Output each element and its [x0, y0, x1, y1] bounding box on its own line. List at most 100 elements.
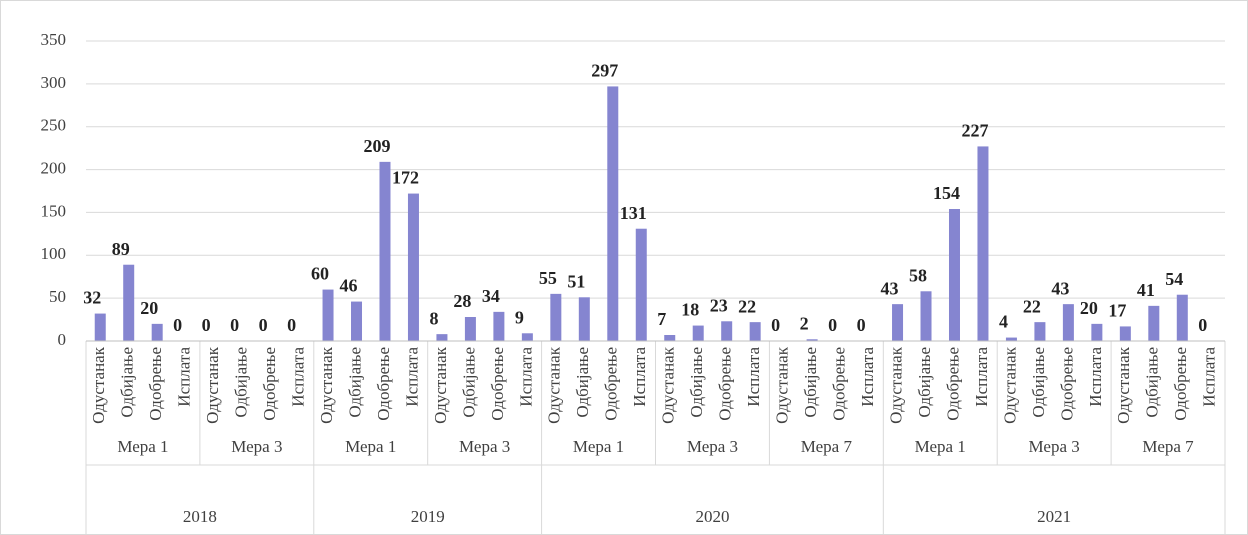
data-label: 227 [961, 121, 988, 141]
x-tick-label: Одустанак [659, 346, 678, 424]
data-label: 34 [482, 286, 500, 306]
bar [322, 289, 334, 341]
bar [1091, 323, 1103, 341]
x-tick-label: Исплата [402, 347, 421, 407]
data-label: 0 [173, 315, 182, 335]
year-label: 2018 [183, 507, 217, 526]
bar [1148, 305, 1160, 341]
bar [379, 161, 391, 341]
data-label: 22 [1023, 296, 1041, 316]
bar [351, 301, 363, 341]
data-label: 43 [1051, 278, 1069, 298]
data-label: 2 [800, 313, 809, 333]
year-label: 2020 [695, 507, 729, 526]
x-tick-label: Одустанак [431, 346, 450, 424]
data-label: 41 [1137, 280, 1155, 300]
x-tick-label: Одбијање [801, 347, 820, 418]
x-tick-label: Одустанак [89, 346, 108, 424]
data-label: 23 [710, 295, 728, 315]
data-label: 0 [202, 315, 211, 335]
data-label: 297 [591, 61, 618, 81]
bar [1119, 326, 1131, 341]
x-tick-label: Одобрење [260, 347, 279, 421]
year-label: 2021 [1037, 507, 1071, 526]
data-label: 7 [657, 309, 666, 329]
measure-label: Мера 3 [1029, 437, 1080, 456]
bar [749, 322, 761, 341]
y-tick-label: 200 [41, 158, 67, 177]
y-tick-label: 100 [41, 244, 67, 263]
data-label: 89 [112, 239, 130, 259]
y-tick-label: 0 [58, 330, 67, 349]
x-tick-label: Одустанак [1114, 346, 1133, 424]
x-tick-label: Одбијање [345, 347, 364, 418]
data-label: 58 [909, 265, 927, 285]
x-tick-label: Одустанак [773, 346, 792, 424]
y-tick-label: 250 [41, 116, 67, 135]
data-label: 209 [363, 136, 390, 156]
x-tick-label: Одбијање [573, 347, 592, 418]
data-label: 60 [311, 264, 329, 284]
bar [464, 317, 476, 341]
bar [977, 146, 989, 341]
bar [664, 335, 676, 341]
x-tick-label: Одбијање [1029, 347, 1048, 418]
x-tick-label: Исплата [972, 347, 991, 407]
x-tick-label: Одбијање [1143, 347, 1162, 418]
data-label: 4 [999, 312, 1008, 332]
bar [521, 333, 533, 341]
y-tick-label: 50 [49, 287, 66, 306]
x-tick-label: Одобрење [374, 347, 393, 421]
x-tick-label: Одобрење [1171, 347, 1190, 421]
data-label: 172 [392, 168, 419, 188]
data-label: 9 [515, 307, 524, 327]
bar [892, 304, 904, 341]
data-label: 0 [828, 315, 837, 335]
bar [550, 293, 562, 341]
data-label: 131 [620, 203, 647, 223]
bar [1005, 337, 1017, 341]
bar [721, 321, 733, 341]
bar [1062, 304, 1074, 341]
data-label: 17 [1108, 301, 1126, 321]
bar [948, 209, 960, 341]
x-tick-label: Исплата [1200, 347, 1219, 407]
data-label: 22 [738, 296, 756, 316]
data-label: 0 [259, 315, 268, 335]
x-tick-label: Исплата [630, 347, 649, 407]
x-tick-label: Исплата [288, 347, 307, 407]
data-label: 18 [681, 300, 699, 320]
bar [94, 313, 106, 341]
x-tick-label: Одобрење [146, 347, 165, 421]
x-tick-label: Исплата [1086, 347, 1105, 407]
bar [635, 228, 647, 341]
data-label: 8 [429, 308, 438, 328]
data-label: 46 [340, 276, 358, 296]
y-tick-label: 300 [41, 73, 67, 92]
data-label: 43 [881, 278, 899, 298]
measure-label: Мера 1 [345, 437, 396, 456]
bar [123, 264, 135, 341]
measure-label: Мера 1 [573, 437, 624, 456]
bar [806, 339, 818, 341]
bar [578, 297, 590, 341]
data-label: 0 [771, 315, 780, 335]
data-label: 55 [539, 268, 557, 288]
data-label: 32 [83, 288, 101, 308]
bar [1176, 294, 1188, 341]
year-label: 2019 [411, 507, 445, 526]
measure-label: Мера 7 [1142, 437, 1194, 456]
data-label: 20 [1080, 298, 1098, 318]
data-label: 0 [287, 315, 296, 335]
data-label: 0 [857, 315, 866, 335]
y-tick-label: 350 [41, 30, 67, 49]
data-label: 28 [453, 291, 471, 311]
x-tick-label: Одустанак [203, 346, 222, 424]
bar [692, 325, 704, 341]
measure-label: Мера 3 [687, 437, 738, 456]
data-label: 0 [230, 315, 239, 335]
data-label: 154 [933, 183, 960, 203]
measure-label: Мера 7 [801, 437, 853, 456]
x-tick-label: Одустанак [886, 346, 905, 424]
